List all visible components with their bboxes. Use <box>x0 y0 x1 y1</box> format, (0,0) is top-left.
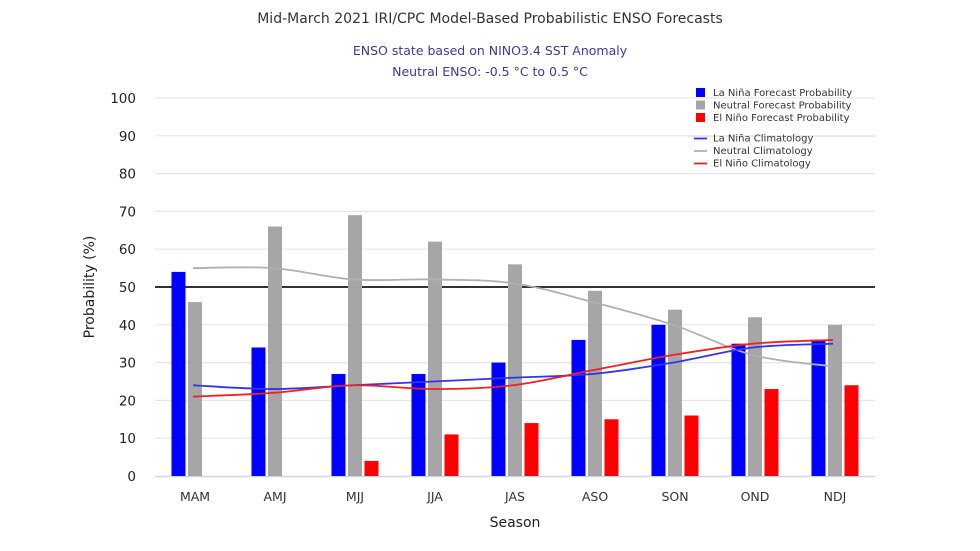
bar-la-ni-a-forecast-probability-son <box>651 324 666 476</box>
y-tick-label: 30 <box>119 356 136 372</box>
bar-neutral-forecast-probability-mjj <box>348 215 362 476</box>
bar-neutral-forecast-probability-ond <box>748 317 762 476</box>
bar-el-ni-o-forecast-probability-aso <box>604 419 619 476</box>
bar-neutral-forecast-probability-ndj <box>828 324 842 476</box>
bar-la-ni-a-forecast-probability-ndj <box>811 339 826 476</box>
legend[interactable]: La Niña Forecast Probability Neutral Fore… <box>688 88 876 170</box>
x-tick-label: MJJ <box>346 489 364 504</box>
y-tick-label: 0 <box>127 469 136 485</box>
bar-neutral-forecast-probability-son <box>668 309 682 476</box>
legend-label: La Niña Forecast Probability <box>713 88 852 99</box>
bar-el-ni-o-forecast-probability-jja <box>444 434 459 476</box>
chart-subtitle-2: Neutral ENSO: -0.5 °C to 0.5 °C <box>392 64 588 79</box>
bar-la-ni-a-forecast-probability-ond <box>731 343 746 476</box>
legend-label: Neutral Climatology <box>713 146 813 157</box>
y-tick-label: 100 <box>110 91 136 107</box>
bar-el-ni-o-forecast-probability-mjj <box>364 460 379 476</box>
bar-la-ni-a-forecast-probability-mam <box>171 271 186 476</box>
legend-item[interactable]: Neutral Climatology <box>694 146 813 157</box>
y-tick-label: 60 <box>119 242 136 258</box>
legend-swatch <box>696 100 705 110</box>
x-axis-ticks: MAM AMJ MJJ JJA JAS ASO SON OND NDJ <box>180 489 846 504</box>
legend-item[interactable]: La Niña Climatology <box>694 134 813 145</box>
bar-neutral-forecast-probability-jja <box>428 241 442 476</box>
y-tick-label: 80 <box>119 167 136 183</box>
y-tick-label: 20 <box>119 393 136 409</box>
bar-el-ni-o-forecast-probability-jas <box>524 423 539 476</box>
bar-neutral-forecast-probability-aso <box>588 290 602 476</box>
legend-item[interactable]: Neutral Forecast Probability <box>696 100 852 112</box>
legend-item[interactable]: El Niño Forecast Probability <box>696 113 850 124</box>
x-tick-label: JJA <box>426 489 443 504</box>
climatology-lines <box>192 266 834 398</box>
bar-la-ni-a-forecast-probability-mjj <box>331 373 346 476</box>
legend-swatch <box>696 113 705 122</box>
legend-label: Neutral Forecast Probability <box>713 101 852 112</box>
y-tick-label: 40 <box>119 318 136 334</box>
legend-label: La Niña Climatology <box>713 134 813 145</box>
y-tick-label: 10 <box>119 431 136 447</box>
bar-la-ni-a-forecast-probability-aso <box>571 339 586 476</box>
bar-neutral-forecast-probability-amj <box>268 226 282 476</box>
bar-la-ni-a-forecast-probability-jja <box>411 373 426 476</box>
x-tick-label: SON <box>661 489 688 504</box>
bar-la-ni-a-forecast-probability-amj <box>251 347 266 476</box>
y-axis-ticks: 0 10 20 30 40 50 60 70 80 90 100 <box>110 91 136 485</box>
bar-la-ni-a-forecast-probability-jas <box>491 362 506 476</box>
chart-subtitle-1: ENSO state based on NINO3.4 SST Anomaly <box>352 43 628 58</box>
y-axis-title: Probability (%) <box>82 236 98 339</box>
line-el-ni-o-climatology <box>192 339 834 398</box>
bar-el-ni-o-forecast-probability-ond <box>764 389 779 476</box>
line-la-ni-a-climatology <box>192 342 834 390</box>
bar-neutral-forecast-probability-jas <box>508 264 522 476</box>
legend-label: El Niño Climatology <box>713 159 811 170</box>
legend-label: El Niño Forecast Probability <box>713 113 850 124</box>
legend-item[interactable]: La Niña Forecast Probability <box>696 88 852 99</box>
x-tick-label: MAM <box>180 489 210 504</box>
bars <box>171 215 859 476</box>
x-axis-title: Season <box>490 515 541 531</box>
x-tick-label: NDJ <box>824 489 847 504</box>
y-tick-label: 90 <box>119 129 136 145</box>
y-tick-label: 70 <box>119 204 136 220</box>
line-neutral-climatology <box>192 266 834 368</box>
x-tick-label: JAS <box>504 489 525 504</box>
legend-item[interactable]: El Niño Climatology <box>694 159 811 170</box>
x-tick-label: AMJ <box>263 489 286 504</box>
bar-el-ni-o-forecast-probability-son <box>684 415 699 476</box>
x-tick-label: OND <box>741 489 770 504</box>
y-tick-label: 50 <box>119 280 136 296</box>
legend-swatch <box>696 88 705 97</box>
bar-el-ni-o-forecast-probability-ndj <box>844 385 859 476</box>
chart-title: Mid-March 2021 IRI/CPC Model-Based Proba… <box>257 11 723 27</box>
x-tick-label: ASO <box>582 489 608 504</box>
bar-neutral-forecast-probability-mam <box>188 302 202 476</box>
